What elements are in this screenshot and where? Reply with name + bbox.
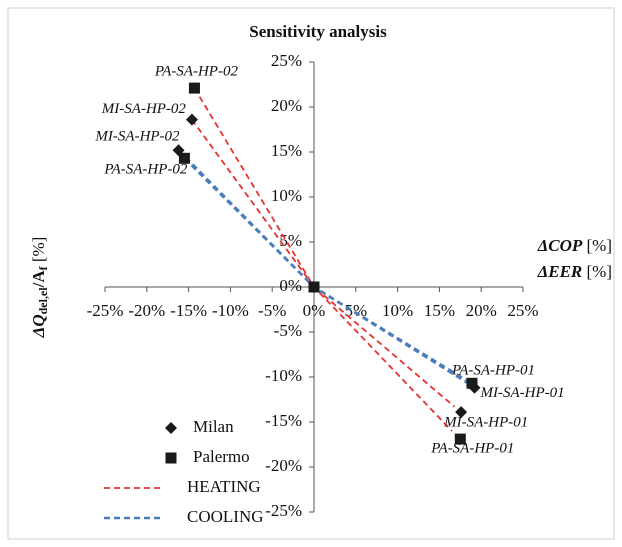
x-tick-label: -15% <box>170 301 207 320</box>
x-tick-label: 5% <box>344 301 367 320</box>
point-label: MI-SA-HP-02 <box>94 129 180 145</box>
legend-label: COOLING <box>187 507 264 526</box>
legend-label: Palermo <box>193 447 250 466</box>
y-title-part: ΔQ <box>29 314 48 338</box>
y-tick-label: 20% <box>271 96 302 115</box>
y-title-part: /A <box>29 270 48 289</box>
point-label: PA-SA-HP-02 <box>154 64 239 80</box>
y-tick-label: -20% <box>265 456 302 475</box>
x-axis-title: ΔCOP [%] <box>537 236 612 255</box>
legend-swatch <box>165 422 177 434</box>
marker-diamond <box>185 113 198 126</box>
x-tick-label: 0% <box>303 301 326 320</box>
x-tick-label: 20% <box>466 301 497 320</box>
x-title-part: [%] <box>582 262 612 281</box>
point-label: MI-SA-HP-01 <box>443 415 528 431</box>
x-axis-title-2: ΔEER [%] <box>537 262 612 281</box>
point-label: MI-SA-HP-01 <box>480 385 565 401</box>
x-title-part: [%] <box>582 236 612 255</box>
y-axis-title: ΔQdel,el/Af [%] <box>29 237 50 339</box>
point-label: PA-SA-HP-02 <box>103 162 188 178</box>
marker-square <box>178 152 190 164</box>
legend-swatch <box>165 452 177 464</box>
marker-square <box>308 281 320 293</box>
y-tick-label: -25% <box>265 501 302 520</box>
x-title-part: ΔEER <box>537 262 583 281</box>
y-title-part: [%] <box>29 237 48 267</box>
marker-square <box>466 377 478 389</box>
chart-frame <box>7 7 615 540</box>
y-tick-label: 15% <box>271 141 302 160</box>
y-tick-label: -5% <box>274 321 302 340</box>
x-tick-label: -25% <box>87 301 124 320</box>
marker-diamond <box>455 406 468 419</box>
y-tick-label: -10% <box>265 366 302 385</box>
marker-square <box>188 82 200 94</box>
x-tick-label: 10% <box>382 301 413 320</box>
y-tick-label: 25% <box>271 51 302 70</box>
x-tick-label: -20% <box>128 301 165 320</box>
x-tick-label: 25% <box>507 301 538 320</box>
y-tick-label: 0% <box>279 276 302 295</box>
x-tick-label: -10% <box>212 301 249 320</box>
marker-square <box>454 433 466 445</box>
point-label: PA-SA-HP-01 <box>451 363 535 379</box>
x-tick-label: 15% <box>424 301 455 320</box>
y-tick-label: 10% <box>271 186 302 205</box>
y-tick-label: -15% <box>265 411 302 430</box>
x-tick-label: -5% <box>258 301 286 320</box>
y-title-part: del,el <box>36 287 50 315</box>
chart-title: Sensitivity analysis <box>249 22 387 41</box>
legend-label: Milan <box>193 417 234 436</box>
legend-label: HEATING <box>187 477 261 496</box>
x-title-part: ΔCOP <box>537 236 583 255</box>
point-label: PA-SA-HP-01 <box>430 441 514 457</box>
y-title-part: f <box>36 265 50 270</box>
y-tick-label: 5% <box>279 231 302 250</box>
point-label: MI-SA-HP-02 <box>101 101 187 117</box>
